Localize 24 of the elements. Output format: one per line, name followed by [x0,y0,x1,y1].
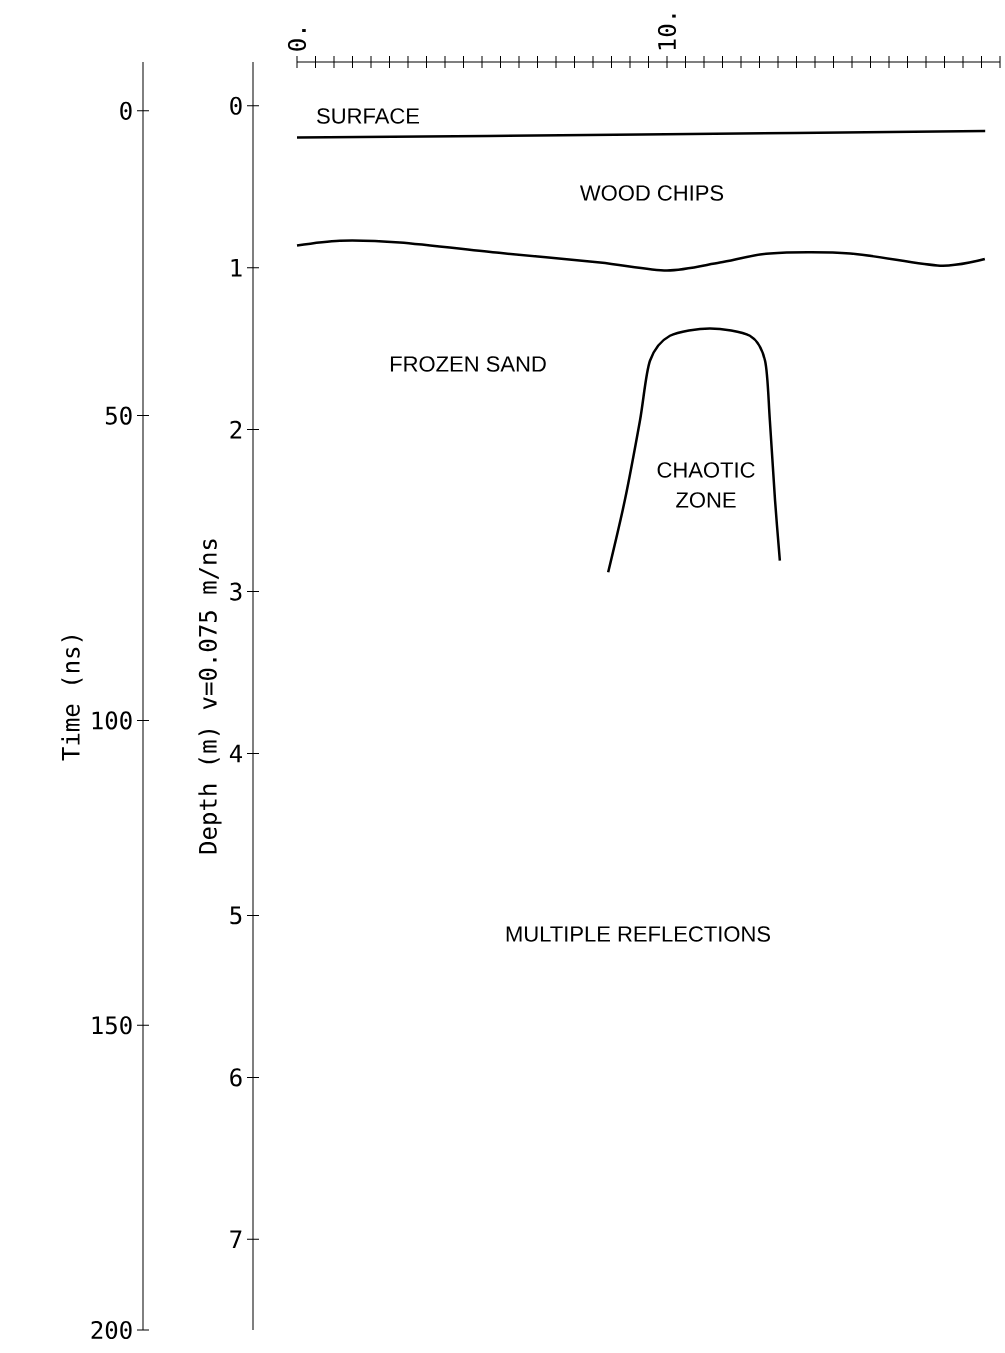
annotation: MULTIPLE REFLECTIONS [506,926,771,942]
y2-tick-label: 1 [231,258,242,277]
x-tick-label: 10. [657,14,677,50]
y2-tick-label: 2 [230,420,242,439]
y-tick-label: 0 [120,101,132,120]
y-tick-label: 100 [92,711,132,730]
y2-tick-label: 3 [230,582,242,601]
line-series [295,239,987,272]
annotation: WOOD CHIPS [579,185,724,201]
y2-tick-label: 5 [230,906,242,925]
annotation: CHAOTIC ZONE [657,462,755,508]
y2-tick-label: 0 [230,96,242,115]
y2-tick-label: 7 [230,1230,242,1249]
y2-axis-title: Depth (m) v=0.075 m/ns [198,539,222,854]
annotation: SURFACE [317,108,420,124]
y-tick-label: 150 [92,1016,132,1035]
annotation: FROZEN SAND [390,356,546,372]
y-tick-label: 50 [105,406,132,425]
y2-tick-label: 4 [229,744,243,763]
y2-tick-label: 6 [230,1068,242,1087]
y-axis-title: Time (ns) [61,636,83,761]
line-series [606,327,782,574]
x-tick-label: 0. [287,29,307,51]
y-tick-label: 200 [91,1320,132,1340]
